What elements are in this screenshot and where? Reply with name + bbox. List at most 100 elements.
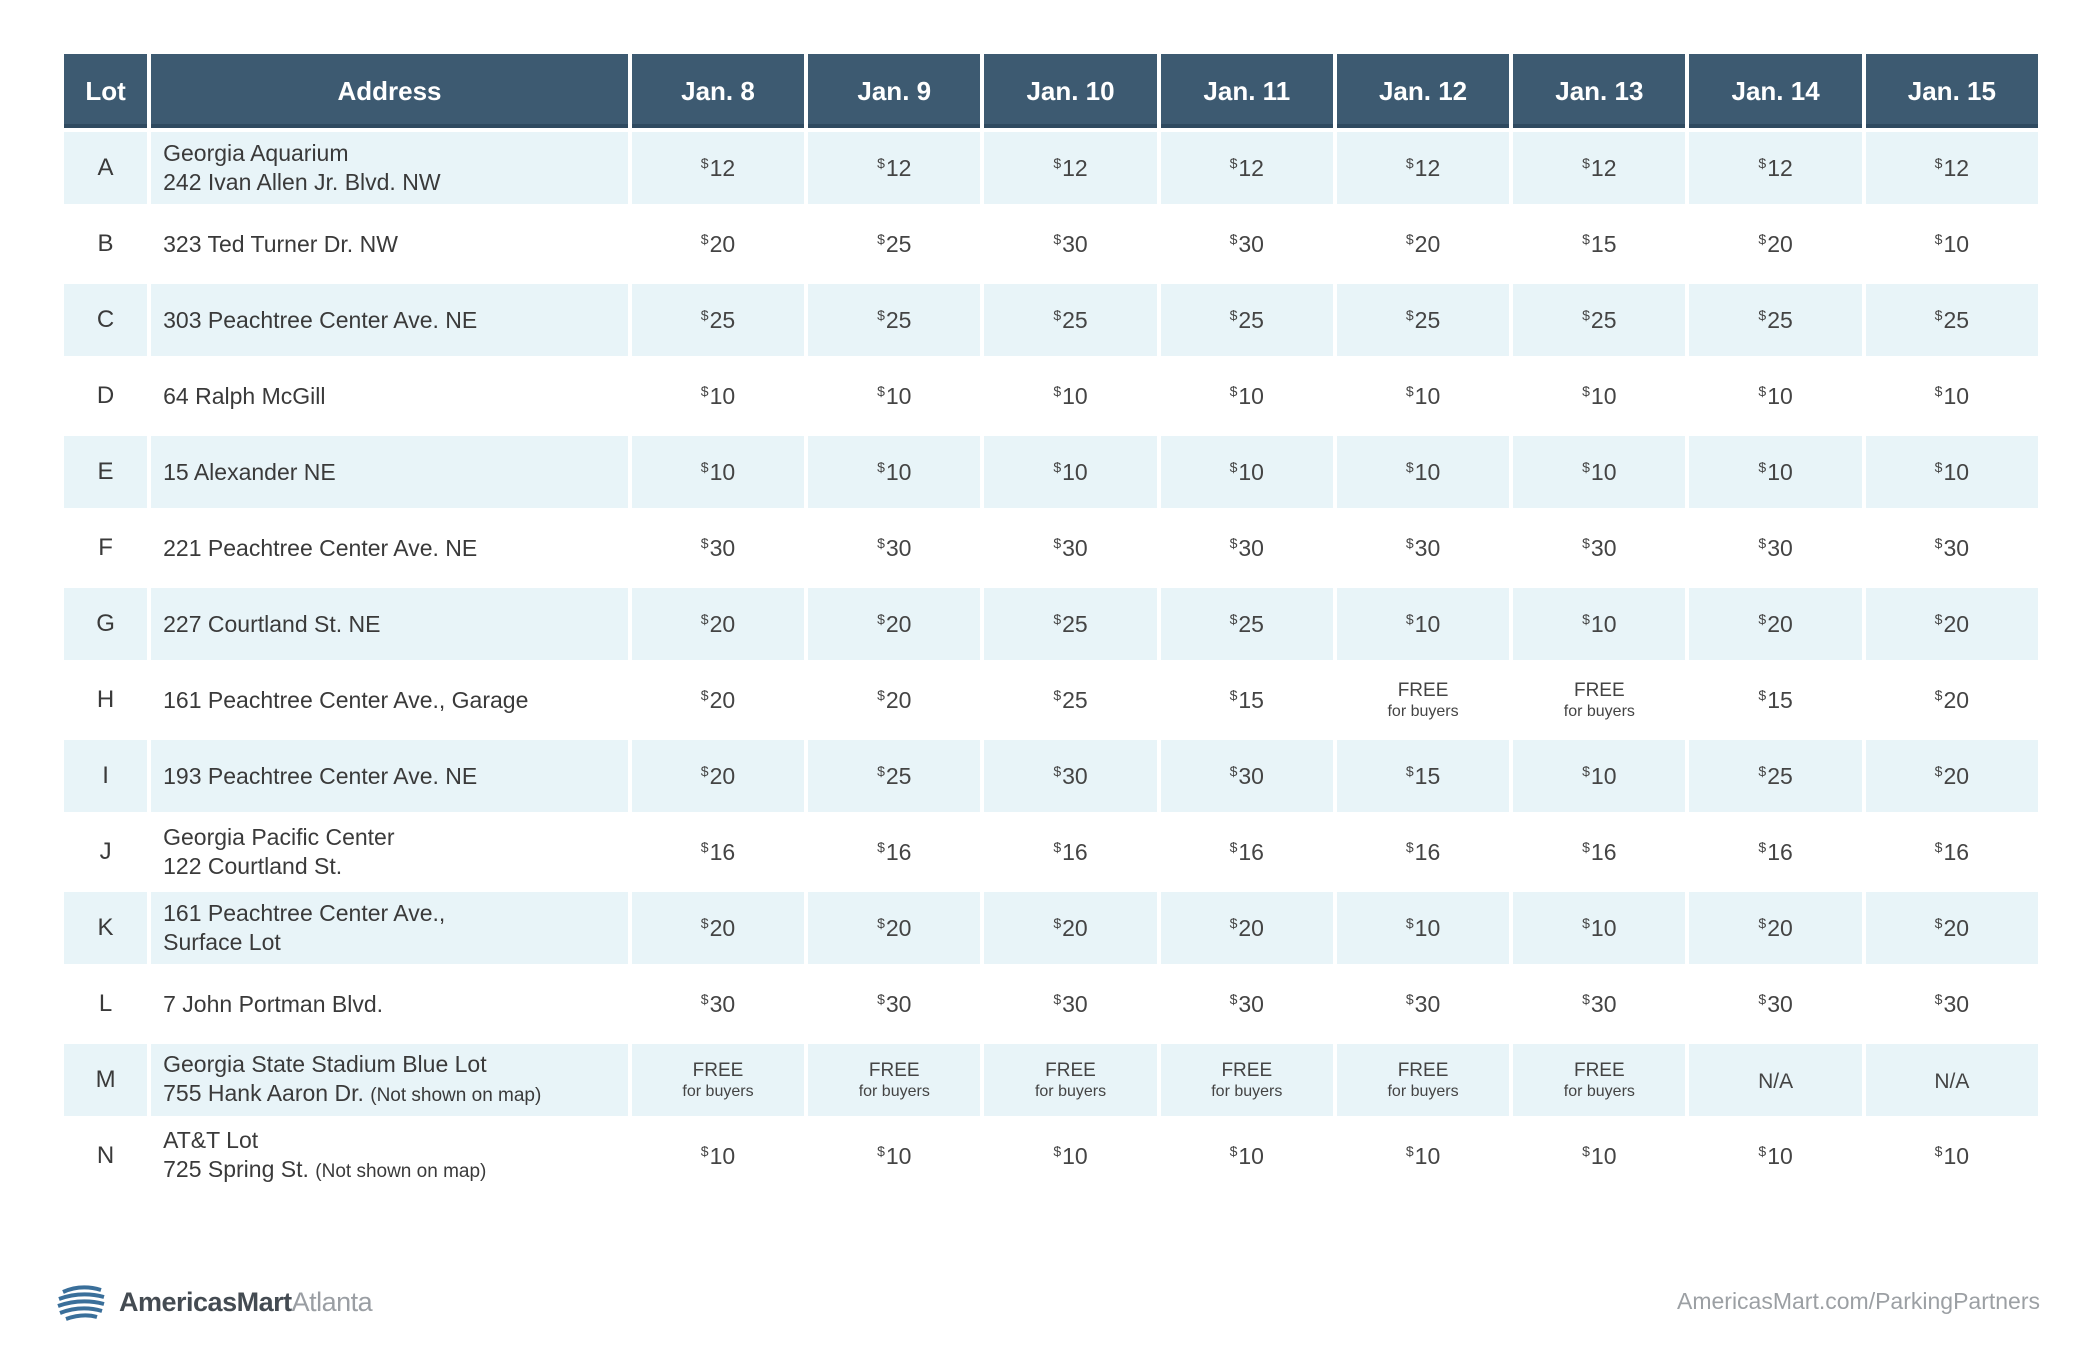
address-line: 122 Courtland St. <box>163 852 628 881</box>
price-cell: $30 <box>1161 512 1333 584</box>
address-text: 193 Peachtree Center Ave. NE <box>163 762 478 789</box>
currency-symbol: $ <box>1053 686 1062 703</box>
currency-symbol: $ <box>1934 990 1943 1007</box>
address-text: 323 Ted Turner Dr. NW <box>163 230 398 257</box>
price-value: 12 <box>1943 154 1970 181</box>
currency-symbol: $ <box>700 306 709 323</box>
currency-symbol: $ <box>1405 458 1414 475</box>
header-lot: Lot <box>64 54 148 128</box>
currency-symbol: $ <box>1053 1142 1062 1159</box>
address-cell: Georgia State Stadium Blue Lot 755 Hank A… <box>151 1044 628 1116</box>
price-value: 10 <box>1414 914 1441 941</box>
price-cell: $20 <box>632 208 804 280</box>
address-text: 122 Courtland St. <box>163 853 343 879</box>
price-value: 10 <box>1943 230 1970 257</box>
currency-symbol: $ <box>1582 1142 1590 1159</box>
currency-symbol: $ <box>700 990 709 1007</box>
price-value: 25 <box>885 230 912 257</box>
currency-symbol: $ <box>1758 382 1767 399</box>
currency-symbol: $ <box>1229 686 1238 703</box>
address-text: 161 Peachtree Center Ave., Garage <box>163 686 529 713</box>
price-cell: $30 <box>1513 968 1685 1040</box>
price-value: 16 <box>1767 838 1793 865</box>
free-sublabel: for buyers <box>1034 1082 1107 1100</box>
price-value: 16 <box>1062 838 1088 865</box>
currency-symbol: $ <box>1934 914 1943 931</box>
parking-partners-url[interactable]: AmericasMart.com/ParkingPartners <box>1677 1288 2040 1314</box>
currency-symbol: $ <box>1934 1142 1943 1159</box>
currency-symbol: $ <box>1758 838 1767 855</box>
price-cell: $10 <box>1336 892 1510 964</box>
price-cell: $25 <box>1865 284 2038 356</box>
parking-price-table-container: Lot Address Jan. 8 Jan. 9 Jan. 10 Jan. 1… <box>60 50 2042 1196</box>
price-cell: $12 <box>1865 132 2038 204</box>
lot-cell: M <box>64 1044 148 1116</box>
price-value: 20 <box>1767 230 1793 257</box>
price-cell: $10 <box>1689 436 1862 508</box>
lot-cell: K <box>64 892 148 964</box>
price-value: 12 <box>1238 154 1264 181</box>
address-text: AT&T Lot <box>163 1127 259 1153</box>
price-cell: $15 <box>1689 664 1861 736</box>
price-value: 20 <box>1238 914 1264 941</box>
lot-cell: G <box>64 588 148 660</box>
currency-symbol: $ <box>1758 230 1767 247</box>
currency-symbol: $ <box>877 382 885 399</box>
lot-cell: B <box>97 230 114 257</box>
free-label: FREE <box>1573 679 1625 701</box>
table-row: F 221 Peachtree Center Ave. NE $30 $30 $30 $3… <box>64 512 2038 584</box>
price-cell: $25 <box>984 664 1156 736</box>
currency-symbol: $ <box>1053 838 1062 855</box>
price-cell: $12 <box>1689 132 1862 204</box>
currency-symbol: $ <box>1582 382 1590 399</box>
table-row: N AT&T Lot 725 Spring St. (Not shown on ma… <box>64 1120 2038 1192</box>
currency-symbol: $ <box>1758 154 1767 171</box>
price-cell: $10 <box>1513 360 1685 432</box>
currency-symbol: $ <box>700 838 709 855</box>
address-cell: 64 Ralph McGill <box>151 360 628 432</box>
price-cell: $10 <box>1689 1120 1861 1192</box>
price-value: 30 <box>1943 990 1970 1017</box>
price-value: 30 <box>1238 990 1264 1017</box>
currency-symbol: $ <box>1229 838 1238 855</box>
price-value: 10 <box>885 1142 912 1169</box>
price-value: 12 <box>1062 154 1088 181</box>
price-cell: $30 <box>984 740 1157 812</box>
currency-symbol: $ <box>1758 914 1767 931</box>
price-cell: $16 <box>632 816 804 888</box>
currency-symbol: $ <box>1582 154 1590 171</box>
price-value: 12 <box>1590 154 1617 181</box>
currency-symbol: $ <box>1229 610 1238 627</box>
price-cell: $25 <box>1689 284 1862 356</box>
price-cell: $20 <box>808 664 980 736</box>
not-available-label: N/A <box>1758 1069 1794 1093</box>
price-cell: $30 <box>632 968 804 1040</box>
price-value: 30 <box>1062 230 1088 257</box>
address-line: 725 Spring St. (Not shown on map) <box>163 1155 628 1186</box>
currency-symbol: $ <box>1405 838 1414 855</box>
price-cell: FREE for buyers <box>984 1044 1157 1116</box>
currency-symbol: $ <box>1053 762 1062 779</box>
address-text: Georgia Aquarium <box>163 140 349 166</box>
price-value: 30 <box>1590 534 1617 561</box>
price-cell: $10 <box>1865 436 2038 508</box>
price-value: 10 <box>1238 382 1264 409</box>
price-cell: $10 <box>1161 1120 1333 1192</box>
address-text: 242 Ivan Allen Jr. Blvd. NW <box>163 169 441 195</box>
currency-symbol: $ <box>1229 762 1238 779</box>
price-cell: $16 <box>984 816 1156 888</box>
currency-symbol: $ <box>1229 230 1238 247</box>
address-cell: 303 Peachtree Center Ave. NE <box>151 284 628 356</box>
price-value: 20 <box>1943 610 1970 637</box>
price-value: 25 <box>1062 610 1088 637</box>
price-cell: $12 <box>631 132 805 204</box>
address-cell: 221 Peachtree Center Ave. NE <box>151 512 628 584</box>
price-value: 30 <box>1767 534 1793 561</box>
table-row: E 15 Alexander NE $10 $10 $10 $10 $10 $10 $10 $10 <box>64 436 2038 508</box>
price-cell: $20 <box>1865 740 2038 812</box>
currency-symbol: $ <box>877 610 885 627</box>
currency-symbol: $ <box>1405 990 1414 1007</box>
currency-symbol: $ <box>1053 990 1062 1007</box>
address-line: 15 Alexander NE <box>163 458 628 487</box>
currency-symbol: $ <box>877 458 885 475</box>
